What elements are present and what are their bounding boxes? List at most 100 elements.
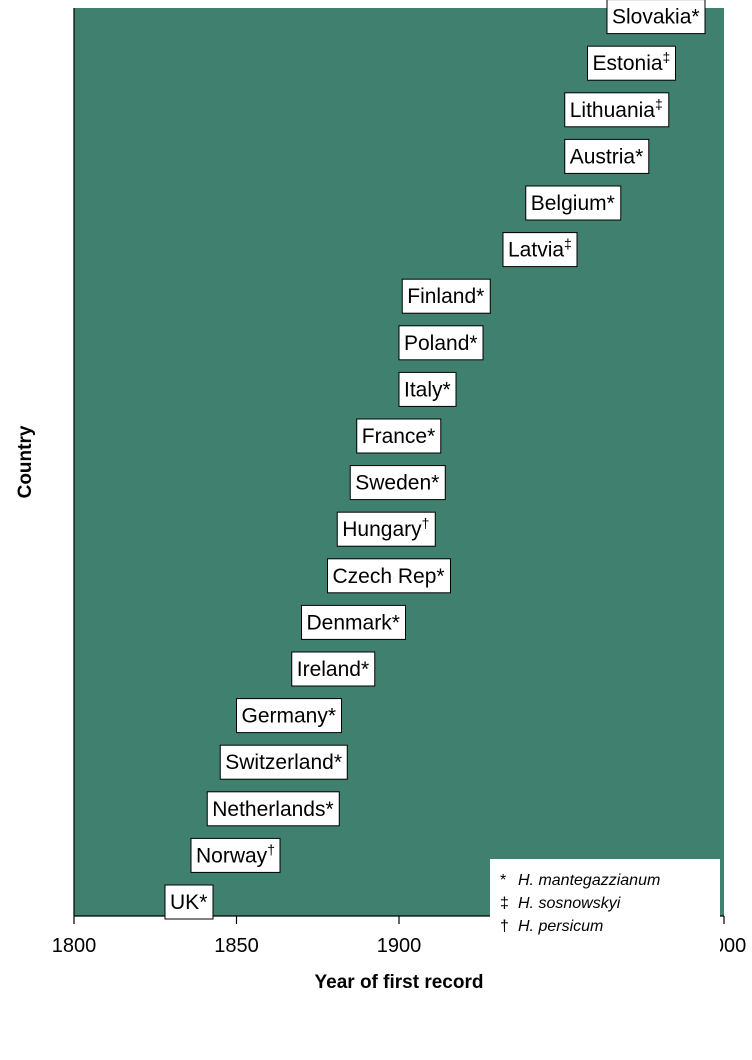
country-name: Denmark: [307, 611, 393, 634]
point-label: Finland*: [407, 285, 484, 308]
data-points: UK*Norway†Netherlands*Switzerland*German…: [164, 0, 706, 920]
country-name: Lithuania: [570, 99, 656, 122]
data-point-finland: Finland*: [401, 278, 491, 314]
data-point-lithuania: Lithuania‡: [564, 92, 670, 128]
species-mark: *: [443, 378, 451, 401]
data-point-czech-rep: Czech Rep*: [327, 558, 451, 594]
data-point-netherlands: Netherlands*: [206, 791, 340, 827]
point-box: [219, 744, 348, 780]
species-mark: ‡: [655, 96, 663, 112]
legend-symbol: †: [500, 918, 509, 935]
species-mark: ‡: [663, 49, 671, 65]
point-label: Estonia‡: [593, 49, 671, 75]
point-box: [398, 325, 484, 361]
point-box: [587, 45, 676, 81]
species-mark: *: [635, 145, 643, 168]
legend-symbol: ‡: [500, 895, 509, 912]
point-label: France*: [362, 425, 436, 448]
point-box: [401, 278, 491, 314]
data-point-germany: Germany*: [236, 698, 342, 734]
point-box: [564, 92, 670, 128]
x-tick-label: 1850: [214, 935, 259, 957]
point-label: Denmark*: [307, 611, 400, 634]
point-box: [236, 698, 342, 734]
country-name: France: [362, 425, 427, 448]
species-mark: *: [199, 891, 207, 914]
data-point-italy: Italy*: [398, 371, 457, 407]
country-name: Austria: [570, 145, 636, 168]
legend-species: H. sosnowskyi: [518, 895, 621, 912]
point-box: [291, 651, 376, 687]
point-label: Sweden*: [355, 472, 439, 495]
country-name: Italy: [404, 378, 443, 401]
country-name: Hungary: [342, 518, 422, 541]
point-box: [301, 604, 406, 640]
point-label: UK*: [170, 891, 207, 914]
point-label: Ireland*: [297, 658, 369, 681]
data-point-denmark: Denmark*: [301, 604, 406, 640]
species-mark: ‡: [564, 236, 572, 252]
species-mark: *: [334, 751, 342, 774]
country-name: Germany: [242, 705, 329, 728]
point-box: [564, 138, 650, 174]
data-point-switzerland: Switzerland*: [219, 744, 348, 780]
point-label: Poland*: [404, 332, 478, 355]
legend-box: [490, 859, 720, 963]
data-point-sweden: Sweden*: [349, 465, 446, 501]
data-point-uk: UK*: [164, 884, 214, 920]
country-name: Netherlands: [212, 798, 325, 821]
point-label: Italy*: [404, 378, 451, 401]
country-name: Belgium: [531, 192, 607, 215]
species-mark: *: [431, 472, 439, 495]
point-label: Czech Rep*: [333, 565, 445, 588]
point-box: [356, 418, 442, 454]
species-mark: *: [325, 798, 333, 821]
country-name: Estonia: [593, 52, 663, 75]
point-box: [606, 0, 706, 35]
data-point-slovakia: Slovakia*: [606, 0, 706, 35]
species-mark: *: [476, 285, 484, 308]
point-label: Norway†: [196, 841, 275, 867]
point-box: [190, 837, 281, 873]
country-name: Sweden: [355, 472, 431, 495]
data-point-norway: Norway†: [190, 837, 281, 873]
y-axis-title: Country: [15, 425, 36, 498]
point-label: Latvia‡: [508, 236, 572, 262]
point-box: [336, 511, 436, 547]
country-name: Finland: [407, 285, 476, 308]
data-point-austria: Austria*: [564, 138, 650, 174]
legend-species: H. persicum: [518, 918, 603, 935]
species-mark: *: [691, 6, 699, 29]
point-box: [327, 558, 451, 594]
point-box: [502, 232, 578, 268]
x-tick-label: 1800: [52, 935, 97, 957]
species-mark: †: [267, 841, 275, 857]
country-name: Switzerland: [225, 751, 334, 774]
data-point-poland: Poland*: [398, 325, 484, 361]
point-box: [349, 465, 446, 501]
point-label: Netherlands*: [212, 798, 333, 821]
point-label: Slovakia*: [612, 6, 700, 29]
data-point-latvia: Latvia‡: [502, 232, 578, 268]
country-name: Latvia: [508, 239, 564, 262]
x-axis-title: Year of first record: [315, 972, 484, 993]
legend-symbol: *: [500, 872, 506, 889]
country-name: Norway: [196, 844, 268, 867]
species-mark: *: [328, 705, 336, 728]
species-mark: †: [422, 515, 430, 531]
point-label: Lithuania‡: [570, 96, 663, 122]
species-mark: *: [436, 565, 444, 588]
species-mark: *: [607, 192, 615, 215]
country-name: Czech Rep: [333, 565, 437, 588]
country-name: Ireland: [297, 658, 361, 681]
point-box: [164, 884, 214, 920]
data-point-estonia: Estonia‡: [587, 45, 676, 81]
point-label: Germany*: [242, 705, 337, 728]
species-mark: *: [392, 611, 400, 634]
country-name: Slovakia: [612, 6, 692, 29]
point-box: [525, 185, 622, 221]
point-label: Belgium*: [531, 192, 615, 215]
country-name: Poland: [404, 332, 469, 355]
point-label: Switzerland*: [225, 751, 342, 774]
